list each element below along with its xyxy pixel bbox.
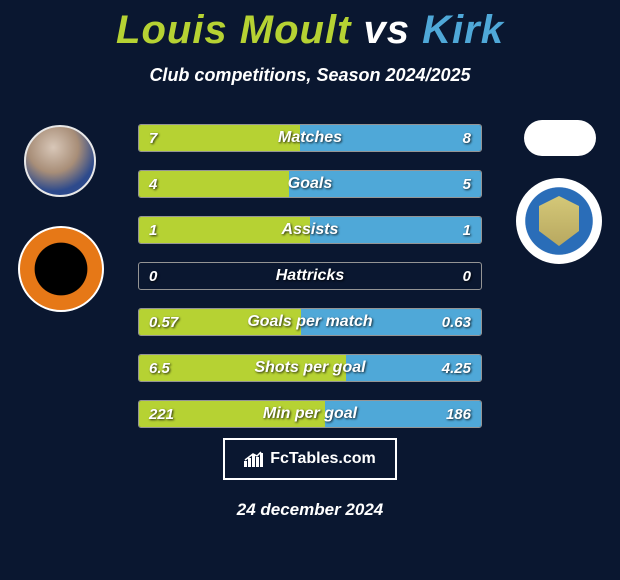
brand-chart-icon — [244, 451, 264, 467]
player1-avatar — [24, 125, 96, 197]
stat-label: Shots per goal — [139, 355, 481, 381]
comparison-title: Louis Moult vs Kirk — [0, 0, 620, 53]
stat-row: 0.570.63Goals per match — [138, 308, 482, 336]
brand-text: FcTables.com — [270, 450, 376, 468]
stat-label: Min per goal — [139, 401, 481, 427]
title-player2: Kirk — [422, 8, 504, 52]
stat-label: Hattricks — [139, 263, 481, 289]
player1-club-crest — [18, 226, 104, 312]
stats-table: 78Matches 45Goals 11Assists 00Hattricks 0.57… — [138, 124, 482, 446]
stat-row: 6.54.25Shots per goal — [138, 354, 482, 382]
stat-row: 00Hattricks — [138, 262, 482, 290]
title-player1: Louis Moult — [116, 8, 351, 52]
player2-avatar — [524, 120, 596, 156]
stat-row: 11Assists — [138, 216, 482, 244]
player2-club-crest — [516, 178, 602, 264]
stat-row: 45Goals — [138, 170, 482, 198]
stat-label: Goals per match — [139, 309, 481, 335]
stat-label: Matches — [139, 125, 481, 151]
title-vs: vs — [364, 8, 411, 52]
stat-row: 78Matches — [138, 124, 482, 152]
subtitle: Club competitions, Season 2024/2025 — [0, 65, 620, 86]
brand-box: FcTables.com — [223, 438, 397, 480]
date-label: 24 december 2024 — [0, 500, 620, 520]
stat-label: Assists — [139, 217, 481, 243]
stat-label: Goals — [139, 171, 481, 197]
stat-row: 221186Min per goal — [138, 400, 482, 428]
